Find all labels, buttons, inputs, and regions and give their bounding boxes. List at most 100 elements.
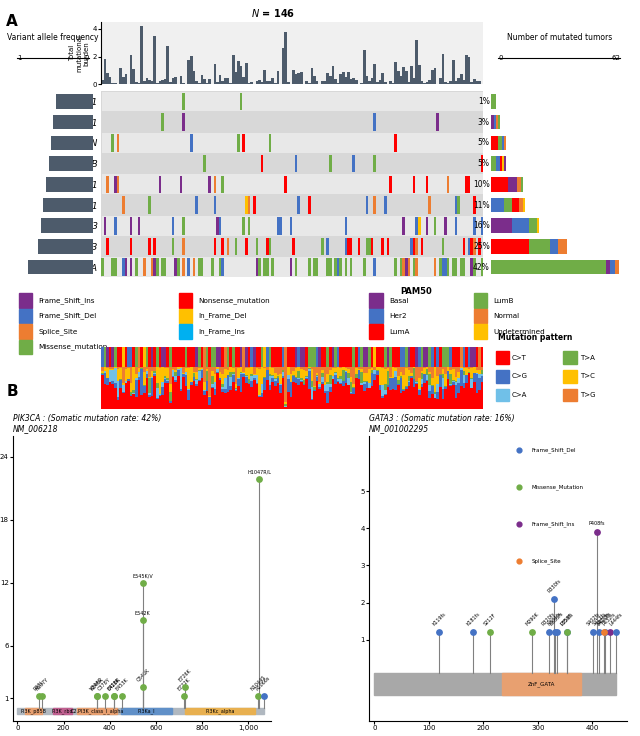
Bar	[279, 367, 282, 375]
Text: P432fs: P432fs	[602, 612, 618, 626]
Bar	[271, 378, 274, 381]
Bar	[143, 372, 145, 385]
Bar	[363, 391, 365, 408]
Bar	[224, 378, 227, 389]
Bar	[368, 347, 371, 367]
Bar	[405, 71, 408, 84]
Bar	[498, 115, 500, 130]
Bar	[324, 391, 326, 393]
Bar	[308, 389, 310, 408]
Bar	[353, 155, 355, 172]
Bar	[606, 260, 611, 275]
Bar	[127, 379, 130, 381]
Bar	[258, 347, 260, 367]
Bar	[161, 258, 164, 276]
Bar	[106, 74, 109, 84]
Bar	[276, 383, 279, 408]
Bar	[122, 386, 125, 392]
Bar	[159, 82, 161, 84]
Bar	[248, 367, 250, 368]
Bar	[434, 258, 436, 276]
Bar	[374, 197, 376, 214]
Bar	[221, 384, 224, 387]
Bar	[221, 389, 224, 392]
Bar	[206, 381, 209, 392]
Bar	[444, 374, 447, 386]
Bar	[426, 375, 428, 380]
Bar	[394, 63, 397, 84]
Bar	[271, 375, 274, 378]
Text: H1047R/L: H1047R/L	[247, 470, 271, 475]
Bar	[190, 367, 193, 382]
Bar	[558, 239, 566, 254]
Bar	[279, 386, 282, 393]
Text: R330fs: R330fs	[547, 578, 562, 593]
Bar	[428, 397, 431, 408]
Bar	[188, 400, 190, 408]
Bar	[188, 347, 190, 367]
Bar	[413, 369, 415, 379]
Bar	[334, 375, 337, 383]
Bar	[279, 384, 282, 386]
Bar	[454, 378, 458, 381]
Bar	[329, 367, 332, 369]
Bar	[140, 368, 143, 369]
Bar	[122, 77, 125, 84]
Bar	[101, 375, 104, 408]
Bar	[235, 238, 237, 255]
Bar	[360, 383, 363, 385]
Bar	[384, 197, 387, 214]
Bar	[114, 383, 116, 388]
Text: 16%: 16%	[473, 222, 490, 230]
Bar	[240, 373, 243, 374]
Bar	[313, 387, 316, 389]
Bar	[148, 79, 151, 84]
Bar	[292, 371, 295, 375]
Text: N107Y: N107Y	[35, 677, 49, 692]
Bar	[447, 371, 449, 379]
Bar	[130, 397, 132, 408]
Bar	[26, 707, 42, 714]
Bar	[164, 375, 166, 378]
Bar	[143, 81, 145, 84]
Bar	[102, 133, 485, 153]
Bar	[444, 389, 447, 408]
Bar	[365, 197, 368, 214]
Bar	[363, 367, 365, 372]
Bar	[313, 367, 316, 386]
Bar	[255, 383, 258, 408]
Bar	[495, 156, 500, 171]
Bar	[114, 83, 116, 84]
Bar	[243, 374, 245, 377]
Bar	[371, 78, 374, 84]
Bar	[209, 175, 211, 193]
Bar	[260, 82, 264, 84]
Bar	[321, 367, 324, 370]
Point	[562, 626, 572, 638]
Bar	[303, 386, 305, 408]
Bar	[269, 134, 271, 152]
Bar	[470, 379, 473, 388]
Point	[485, 626, 495, 638]
Bar	[214, 382, 216, 389]
Bar	[420, 373, 423, 378]
Bar	[326, 383, 329, 391]
Bar	[444, 367, 447, 374]
Bar	[253, 197, 255, 214]
Bar	[206, 347, 209, 367]
Bar	[122, 258, 125, 276]
Text: Normal: Normal	[493, 313, 520, 319]
Bar	[219, 347, 221, 367]
Point	[92, 690, 102, 702]
Bar	[156, 347, 159, 367]
Bar	[463, 368, 465, 371]
Bar	[206, 369, 209, 371]
Bar	[381, 396, 384, 398]
Bar	[19, 325, 33, 339]
Bar	[463, 371, 465, 375]
Bar	[232, 374, 235, 375]
Bar	[394, 368, 397, 371]
Bar	[279, 347, 282, 367]
Bar	[190, 347, 193, 367]
Bar	[403, 258, 405, 276]
